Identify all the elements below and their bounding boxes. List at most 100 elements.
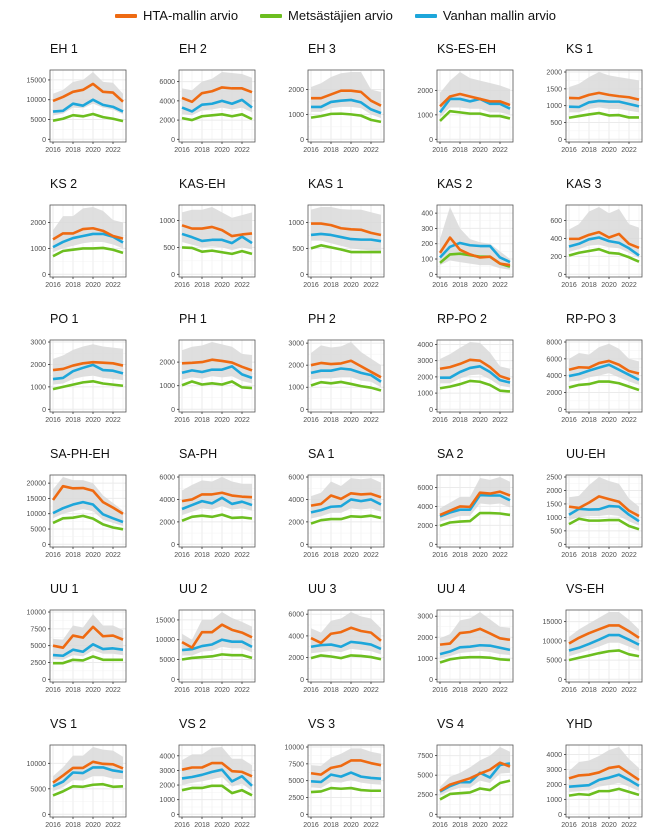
x-tick-label: 2020: [343, 417, 359, 424]
plot-frame: [436, 339, 514, 413]
y-tick-label: 2000: [546, 70, 562, 77]
x-tick-label: 2022: [234, 417, 250, 424]
y-tick-label: 8000: [546, 340, 562, 347]
y-tick-label: 0: [171, 407, 175, 414]
y-tick-label: 500: [292, 246, 304, 253]
y-tick-label: 0: [558, 137, 562, 144]
panel-title: UU 4: [437, 582, 466, 596]
y-tick-label: 0: [558, 812, 562, 819]
plot-frame: [49, 204, 127, 278]
panel: VS 2 0 1000 2000 3000 4000 2016 2018 2020 2022: [159, 717, 256, 829]
panel: PO 1 0 1000 2000 3000 2016 2018 2020 2022: [30, 312, 127, 424]
y-tick-label: 2000: [30, 220, 46, 227]
y-tick-label: 5000: [30, 527, 46, 534]
plot-frame: [436, 609, 514, 683]
plot-frame: [307, 474, 385, 548]
panel: RP-PO 3 0 2000 4000 6000 8000 2016 2018 2020 2022: [546, 312, 643, 424]
y-tick-label: 4000: [288, 633, 304, 640]
panel-title: PO 1: [50, 312, 79, 326]
x-tick-label: 2018: [452, 687, 468, 694]
x-tick-label: 2016: [303, 552, 319, 559]
y-tick-label: 4000: [546, 373, 562, 380]
y-tick-label: 5000: [546, 658, 562, 665]
x-tick-label: 2020: [601, 687, 617, 694]
x-tick-label: 2018: [452, 417, 468, 424]
series-line-mets: [310, 112, 382, 124]
panel: VS 3 0 2500 5000 7500 10000 2016 2018 2020 2022: [285, 717, 385, 829]
x-tick-label: 2020: [85, 147, 101, 154]
legend-item-mets: Metsästäjien arvio: [260, 8, 393, 23]
y-tick-label: 4000: [159, 98, 175, 105]
panel: KAS 3 0 200 400 600 2016 2018 2020 2022: [550, 177, 643, 289]
y-tick-label: 2000: [288, 363, 304, 370]
y-tick-label: 0: [171, 677, 175, 684]
panel-title: RP-PO 3: [566, 312, 616, 326]
y-tick-label: 0: [171, 542, 175, 549]
panel-title: PH 1: [179, 312, 207, 326]
series-line-mets: [568, 787, 640, 797]
series-line-hta: [181, 761, 253, 778]
plot-frame: [178, 339, 256, 413]
x-tick-label: 2018: [323, 282, 339, 289]
y-tick-label: 0: [429, 542, 433, 549]
y-tick-label: 2000: [417, 523, 433, 530]
panel-title: SA 2: [437, 447, 463, 461]
y-tick-label: 0: [171, 137, 175, 144]
uncertainty-ribbon: [569, 477, 639, 526]
panel-title: SA-PH: [179, 447, 217, 461]
series-line-mets: [568, 649, 640, 662]
panel: KAS 2 0 100 200 300 400 2016 2018 2020 2022: [421, 177, 514, 289]
x-tick-label: 2018: [323, 687, 339, 694]
x-tick-label: 2022: [363, 552, 379, 559]
x-tick-label: 2022: [492, 147, 508, 154]
y-tick-label: 2000: [546, 782, 562, 789]
x-tick-label: 2016: [303, 417, 319, 424]
y-tick-label: 10000: [543, 638, 563, 645]
x-tick-label: 2020: [343, 822, 359, 829]
x-tick-label: 2022: [363, 687, 379, 694]
panel-title: UU 1: [50, 582, 79, 596]
y-tick-label: 20000: [27, 481, 47, 488]
y-tick-label: 5000: [159, 657, 175, 664]
series-line-hta: [311, 222, 382, 237]
x-tick-label: 2016: [45, 417, 61, 424]
y-tick-label: 0: [300, 272, 304, 279]
panel-title: UU 3: [308, 582, 337, 596]
series-line-hta: [569, 230, 640, 250]
x-tick-label: 2016: [174, 687, 190, 694]
x-tick-label: 2018: [452, 147, 468, 154]
uncertainty-ribbon: [440, 72, 510, 118]
x-tick-label: 2016: [45, 147, 61, 154]
y-tick-label: 2000: [417, 374, 433, 381]
y-tick-label: 2500: [546, 475, 562, 482]
x-tick-label: 2022: [363, 147, 379, 154]
y-tick-label: 1000: [417, 391, 433, 398]
uncertainty-ribbon: [311, 72, 381, 119]
panel-title: SA 1: [308, 447, 334, 461]
x-tick-label: 2020: [343, 282, 359, 289]
panel: KS 1 0 500 1000 1500 2000 2016 2018 2020 2022: [546, 42, 643, 154]
y-tick-label: 300: [421, 226, 433, 233]
x-tick-label: 2018: [323, 147, 339, 154]
panel-title: VS 4: [437, 717, 464, 731]
x-tick-label: 2016: [561, 147, 577, 154]
y-tick-label: 4000: [417, 504, 433, 511]
panel-title: VS-EH: [566, 582, 604, 596]
plot-frame: [436, 474, 514, 548]
panel-title: UU-EH: [566, 447, 606, 461]
y-tick-label: 10000: [27, 761, 47, 768]
uncertainty-ribbon: [569, 343, 639, 385]
y-tick-label: 100: [421, 257, 433, 264]
x-tick-label: 2022: [363, 417, 379, 424]
y-tick-label: 10000: [27, 610, 47, 617]
y-tick-label: 15000: [543, 619, 563, 626]
plot-frame: [436, 69, 514, 143]
legend-item-hta: HTA-mallin arvio: [114, 8, 238, 23]
panel-title: RP-PO 2: [437, 312, 487, 326]
x-tick-label: 2018: [194, 552, 210, 559]
series-line-vanha: [310, 367, 382, 383]
series-line-mets: [310, 514, 382, 525]
series-line-hta: [181, 491, 253, 503]
series-line-vanha: [52, 500, 124, 524]
panel: UU 4 0 1000 2000 3000 2016 2018 2020 2022: [417, 582, 514, 694]
